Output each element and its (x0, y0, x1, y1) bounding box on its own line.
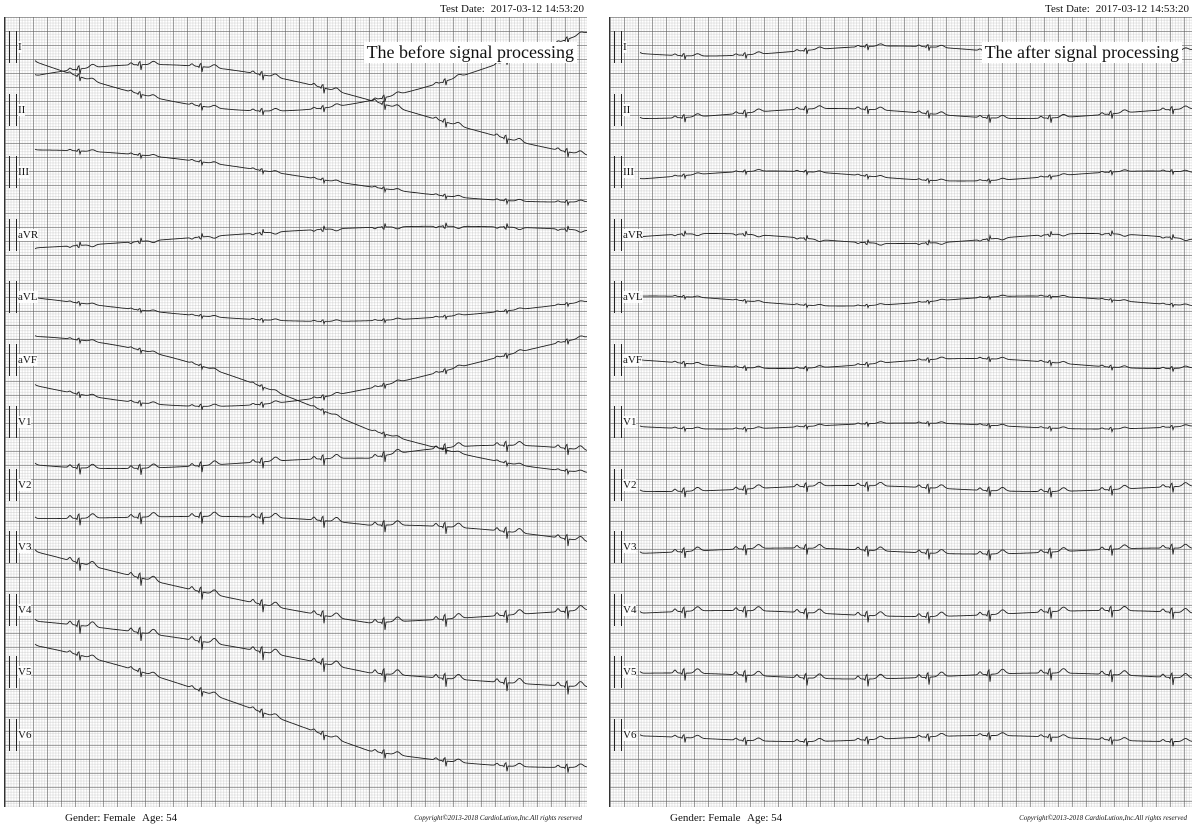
ecg-waveform (34, 335, 587, 476)
ecg-waveform (639, 105, 1192, 123)
lead-label: V4 (18, 603, 32, 616)
ecg-waveform (639, 356, 1192, 372)
calibration-mark (9, 156, 17, 188)
lead-label: V6 (18, 728, 32, 741)
lead-label: aVR (623, 228, 644, 241)
ecg-waveform (34, 440, 587, 475)
calibration-mark (614, 156, 622, 188)
test-date: Test Date: 2017-03-12 14:53:20 (440, 3, 584, 15)
gender: Gender: Female (670, 812, 741, 824)
ecg-traces (639, 43, 1192, 747)
calibration-mark (614, 718, 622, 751)
ecg-waveform (639, 294, 1192, 309)
calibration-mark (614, 593, 622, 626)
calibration-mark (614, 343, 622, 376)
lead-label: V6 (623, 728, 637, 741)
calibration-mark (614, 281, 622, 313)
calibration-mark (9, 468, 17, 501)
ecg-panel-after: Test Date: 2017-03-12 14:53:20 I II III aVR a… (605, 0, 1195, 829)
panel-title: The before signal processing (363, 42, 577, 63)
lead-label: V3 (623, 541, 637, 553)
lead-label: aVL (18, 291, 38, 303)
ecg-waveform (639, 230, 1192, 246)
lead-label: V4 (623, 603, 637, 616)
ecg-waveform (34, 511, 587, 547)
calibration-mark (9, 31, 17, 63)
lead-label: V5 (18, 666, 32, 678)
calibration-mark (614, 31, 622, 63)
lead-label: V3 (18, 541, 32, 553)
lead-label: III (18, 166, 29, 178)
test-date: Test Date: 2017-03-12 14:53:20 (1045, 3, 1189, 15)
ecg-waveform (639, 169, 1192, 185)
ecg-waveform (34, 643, 587, 773)
ecg-waveform (34, 60, 587, 158)
lead-label: I (18, 41, 22, 53)
calibration-mark (9, 593, 17, 626)
ecg-waveform (639, 731, 1192, 747)
lead-label: V2 (18, 478, 32, 491)
ecg-waveform (34, 618, 587, 695)
calibration-mark (9, 218, 17, 251)
calibration-mark (9, 343, 17, 376)
calibration-mark (614, 656, 622, 688)
lead-label: III (623, 166, 634, 178)
lead-label: aVF (18, 353, 37, 366)
lead-label: aVR (18, 228, 39, 241)
ecg-waveform (639, 667, 1192, 687)
ecg-waveform (639, 481, 1192, 498)
calibration-mark (9, 281, 17, 313)
calibration-mark (614, 406, 622, 438)
calibration-mark (9, 93, 17, 126)
lead-label: II (623, 103, 631, 116)
lead-label: I (623, 41, 627, 53)
calibration-mark (9, 406, 17, 438)
ecg-waveform (639, 543, 1192, 561)
gender: Gender: Female (65, 812, 136, 824)
calibration-mark (9, 531, 17, 563)
calibration-mark (9, 718, 17, 751)
calibration-mark (614, 218, 622, 251)
copyright: Copyright©2013-2018 CardioLution,Inc.All… (414, 814, 582, 822)
calibration-mark (614, 93, 622, 126)
lead-label: V2 (623, 478, 637, 491)
age: Age: 54 (747, 812, 783, 824)
lead-label: II (18, 103, 26, 116)
ecg-panel-before: Test Date: 2017-03-12 14:53:20 I II III aVR a… (0, 0, 590, 829)
calibration-mark (614, 531, 622, 563)
lead-label: V1 (623, 416, 637, 428)
ecg-waveform (34, 31, 587, 116)
ecg-waveform (34, 335, 587, 410)
panel-title: The after signal processing (981, 42, 1182, 63)
lead-label: aVL (623, 291, 643, 303)
copyright: Copyright©2013-2018 CardioLution,Inc.All… (1019, 814, 1187, 822)
ecg-waveform (639, 420, 1192, 434)
calibration-mark (614, 468, 622, 501)
ecg-waveform (34, 148, 587, 207)
ecg-traces (34, 31, 587, 773)
ecg-waveform (34, 222, 587, 250)
ecg-grid: I II III aVR aVL aVF V1 V2 V3 V4 V5 V6 The before s… (4, 17, 587, 807)
lead-label: V5 (623, 666, 637, 678)
ecg-grid: I II III aVR aVL aVF V1 V2 V3 V4 V5 V6 The after si… (609, 17, 1192, 807)
ecg-waveform (639, 605, 1192, 624)
ecg-waveform (34, 296, 587, 326)
age: Age: 54 (142, 812, 178, 824)
lead-label: V1 (18, 416, 32, 428)
ecg-waveform (34, 549, 587, 630)
calibration-mark (9, 656, 17, 688)
lead-label: aVF (623, 353, 642, 366)
